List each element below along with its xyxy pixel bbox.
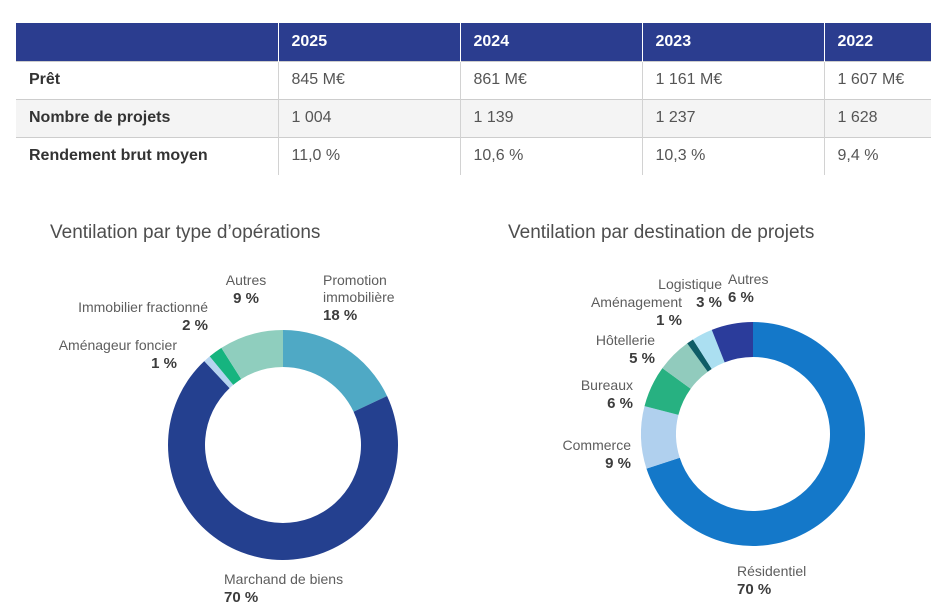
slice-label-bureaux: Bureaux 6 % bbox=[523, 377, 633, 412]
slice-name: Bureaux bbox=[580, 377, 633, 393]
donut-chart-operations bbox=[168, 330, 399, 561]
slice-label-logistique: Logistique 3 % bbox=[602, 276, 722, 311]
slice-name: Résidentiel bbox=[737, 563, 807, 579]
slice-value: 1 % bbox=[151, 355, 177, 372]
donut-slice-hotellerie bbox=[662, 343, 708, 389]
chart-title-destinations: Ventilation par destination de projets bbox=[508, 222, 815, 243]
table-cell: 9,4 % bbox=[823, 137, 931, 175]
slice-label-promotion-immobiliere: Promotion immobilière 18 % bbox=[323, 272, 427, 324]
slice-value: 6 % bbox=[728, 289, 754, 306]
table-row-nombre-de-projets: Nombre de projets 1 004 1 139 1 237 1 62… bbox=[16, 99, 931, 137]
row-label: Rendement brut moyen bbox=[29, 147, 208, 165]
table-row-pret: Prêt 845 M€ 861 M€ 1 161 M€ 1 607 M€ bbox=[16, 61, 931, 99]
donut-slice-bureaux bbox=[644, 368, 691, 415]
slice-label-residentiel: Résidentiel 70 % bbox=[737, 563, 857, 598]
row-label: Prêt bbox=[29, 71, 61, 88]
donut-slice-logistique bbox=[692, 329, 725, 369]
slice-name: Promotion immobilière bbox=[323, 272, 395, 305]
slice-value: 9 % bbox=[233, 290, 259, 307]
donut-slice-commerce bbox=[641, 406, 680, 469]
table-cell: 10,6 % bbox=[459, 137, 642, 175]
donut-slice-autres bbox=[711, 322, 753, 363]
slice-label-marchand-de-biens: Marchand de biens 70 % bbox=[224, 571, 384, 606]
donut-slice-amenageur-foncier bbox=[204, 356, 234, 389]
slice-value: 5 % bbox=[629, 350, 655, 367]
slice-name: Autres bbox=[728, 271, 769, 287]
slice-name: Aménagement bbox=[590, 294, 682, 310]
slice-label-autres-destinations: Autres 6 % bbox=[728, 271, 798, 306]
slice-name: Immobilier fractionné bbox=[78, 299, 208, 315]
table-cell: 861 M€ bbox=[459, 61, 642, 99]
slice-name: Logistique bbox=[658, 276, 722, 292]
table-row-rendement-brut-moyen: Rendement brut moyen 11,0 % 10,6 % 10,3 … bbox=[16, 137, 931, 175]
slice-value: 70 % bbox=[224, 589, 259, 606]
table-header-row: 2025 2024 2023 2022 bbox=[16, 23, 931, 61]
kpi-table: 2025 2024 2023 2022 Prêt 845 M€ 861 M€ 1… bbox=[16, 23, 931, 175]
slice-value: 70 % bbox=[737, 581, 772, 598]
table-header-2024: 2024 bbox=[459, 23, 642, 61]
row-label: Nombre de projets bbox=[29, 109, 171, 126]
donut-slice-autres bbox=[221, 330, 283, 380]
slice-value: 2 % bbox=[182, 317, 208, 334]
slice-name: Autres bbox=[225, 272, 267, 288]
slice-name: Marchand de biens bbox=[224, 571, 344, 587]
slice-label-hotellerie: Hôtellerie 5 % bbox=[535, 332, 655, 367]
slice-label-autres-operations: Autres 9 % bbox=[196, 272, 296, 307]
table-header-2022: 2022 bbox=[823, 23, 931, 61]
donut-slice-amenagement bbox=[687, 339, 712, 372]
table-cell: 1 237 bbox=[641, 99, 824, 137]
table-cell: 1 628 bbox=[823, 99, 931, 137]
table-cell: 1 607 M€ bbox=[823, 61, 931, 99]
table-corner-cell bbox=[16, 23, 278, 61]
slice-label-amenageur-foncier: Aménageur foncier 1 % bbox=[17, 337, 177, 372]
donut-chart-destinations bbox=[641, 322, 865, 546]
slice-label-amenagement: Aménagement 1 % bbox=[542, 294, 682, 329]
slice-value: 9 % bbox=[605, 455, 631, 472]
table-cell: 1 139 bbox=[459, 99, 642, 137]
table-cell: 1 004 bbox=[277, 99, 460, 137]
donut-slice-residentiel bbox=[646, 322, 865, 546]
slice-name: Hôtellerie bbox=[595, 332, 655, 348]
slice-label-immobilier-fractionne: Immobilier fractionné 2 % bbox=[8, 299, 208, 334]
slice-name: Commerce bbox=[562, 437, 631, 453]
slice-value: 3 % bbox=[696, 294, 722, 311]
slice-value: 1 % bbox=[656, 312, 682, 329]
slice-name: Aménageur foncier bbox=[58, 337, 177, 353]
table-cell: 10,3 % bbox=[641, 137, 824, 175]
table-cell: 845 M€ bbox=[277, 61, 460, 99]
donut-slice-immobilier-fractionne bbox=[209, 347, 242, 385]
slice-value: 6 % bbox=[607, 395, 633, 412]
donut-slice-promotion-immobiliere bbox=[283, 330, 388, 412]
chart-title-operations: Ventilation par type d’opérations bbox=[50, 222, 321, 243]
slice-value: 18 % bbox=[323, 307, 358, 324]
table-header-2025: 2025 bbox=[277, 23, 460, 61]
table-header-2023: 2023 bbox=[641, 23, 824, 61]
slice-label-commerce: Commerce 9 % bbox=[521, 437, 631, 472]
table-cell: 11,0 % bbox=[277, 137, 460, 175]
donut-slice-marchand-de-biens bbox=[168, 361, 399, 561]
table-cell: 1 161 M€ bbox=[641, 61, 824, 99]
